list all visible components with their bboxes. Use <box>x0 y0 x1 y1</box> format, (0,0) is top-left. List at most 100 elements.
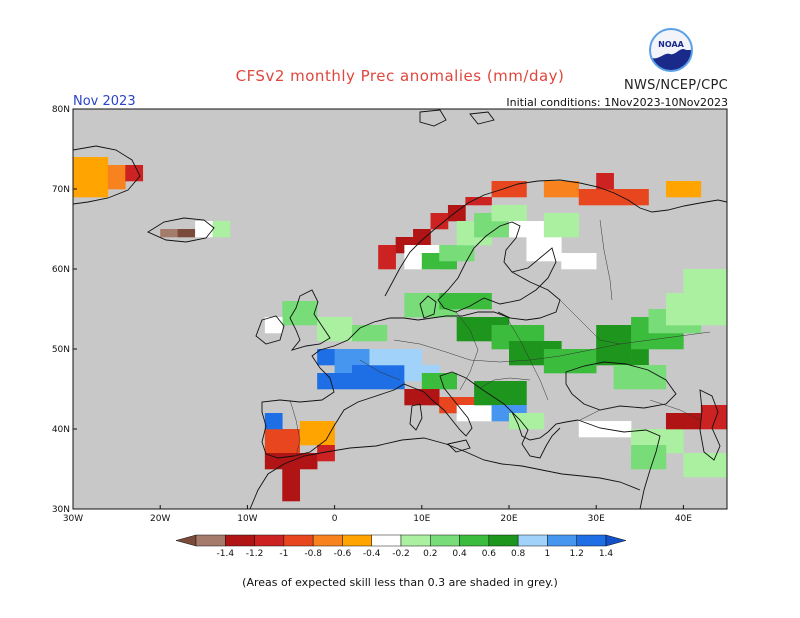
anomaly-cell <box>648 461 658 470</box>
anomaly-cell <box>718 309 727 318</box>
anomaly-cell <box>439 253 449 262</box>
anomaly-cell <box>482 301 492 310</box>
anomaly-cell <box>404 357 414 366</box>
anomaly-cell <box>81 189 91 198</box>
anomaly-cell <box>509 405 519 414</box>
anomaly-cell <box>578 189 588 198</box>
anomaly-cell <box>535 253 545 262</box>
anomaly-cell <box>482 413 492 422</box>
lon-tick-label: 10E <box>413 514 430 524</box>
anomaly-cell <box>439 381 449 390</box>
colorbar-segment <box>576 534 607 547</box>
anomaly-cell <box>631 333 641 342</box>
anomaly-cell <box>282 309 292 318</box>
anomaly-cell <box>700 421 710 430</box>
anomaly-cell <box>421 381 431 390</box>
anomaly-cell <box>700 461 710 470</box>
anomaly-cell <box>622 365 632 374</box>
lon-tick-label: 20W <box>150 514 170 524</box>
anomaly-cell <box>334 349 344 358</box>
anomaly-cell <box>334 381 344 390</box>
anomaly-cell <box>299 309 309 318</box>
anomaly-cell <box>604 173 614 182</box>
coastlines <box>73 109 727 509</box>
anomaly-cell <box>709 285 719 294</box>
agency-label: NWS/NCEP/CPC <box>623 78 728 93</box>
anomaly-cell <box>352 357 362 366</box>
anomaly-cell <box>474 221 484 230</box>
anomaly-cell <box>299 317 309 326</box>
anomaly-cell <box>622 429 632 438</box>
anomaly-cell <box>282 445 292 454</box>
anomaly-cell <box>526 413 536 422</box>
anomaly-cell <box>439 213 449 222</box>
anomaly-cell <box>421 261 431 270</box>
anomaly-cell <box>430 381 440 390</box>
anomaly-cell <box>465 229 475 238</box>
anomaly-cell <box>447 373 457 382</box>
anomaly-cell <box>509 221 519 230</box>
anomaly-cell <box>535 229 545 238</box>
anomaly-cell <box>447 245 457 254</box>
anomaly-cell <box>465 245 475 254</box>
anomaly-cell <box>700 453 710 462</box>
anomaly-cell <box>282 461 292 470</box>
anomaly-cell <box>325 325 335 334</box>
anomaly-cell <box>413 237 423 246</box>
anomaly-cell <box>517 181 527 190</box>
anomaly-cell <box>282 469 292 478</box>
anomaly-cell <box>639 317 649 326</box>
anomaly-cell <box>709 317 719 326</box>
anomaly-cell <box>692 317 702 326</box>
anomaly-cell <box>421 365 431 374</box>
anomaly-cell <box>421 309 431 318</box>
anomaly-cell <box>509 333 519 342</box>
anomaly-cell <box>343 357 353 366</box>
anomaly-cell <box>447 397 457 406</box>
colorbar-tick-label: 1.2 <box>570 549 584 559</box>
anomaly-cell <box>430 397 440 406</box>
anomaly-cell <box>317 333 327 342</box>
anomaly-cell <box>482 213 492 222</box>
anomaly-cell <box>273 445 283 454</box>
anomaly-cell <box>430 389 440 398</box>
anomaly-cell <box>273 317 283 326</box>
anomaly-cell <box>570 357 580 366</box>
anomaly-cell <box>378 261 388 270</box>
anomaly-cell <box>639 341 649 350</box>
anomaly-cell <box>543 341 553 350</box>
colorbar-tick-label: -0.6 <box>334 549 352 559</box>
anomaly-cell <box>465 237 475 246</box>
anomaly-cell <box>692 453 702 462</box>
anomaly-cell <box>718 285 727 294</box>
anomaly-cell <box>386 365 396 374</box>
anomaly-cell <box>99 189 109 198</box>
anomaly-cell <box>73 189 83 198</box>
anomaly-cell <box>657 365 667 374</box>
anomaly-cell <box>90 157 100 166</box>
anomaly-cell <box>299 421 309 430</box>
anomaly-cell <box>404 253 414 262</box>
anomaly-cell <box>456 317 466 326</box>
anomaly-cell <box>404 301 414 310</box>
anomaly-cell <box>317 453 327 462</box>
anomaly-cell <box>517 333 527 342</box>
anomaly-cell <box>543 365 553 374</box>
anomaly-cell <box>561 253 571 262</box>
anomaly-cell <box>648 317 658 326</box>
anomaly-cell <box>99 173 109 182</box>
anomaly-cell <box>360 381 370 390</box>
anomaly-cell <box>622 197 632 206</box>
anomaly-cell <box>509 229 519 238</box>
anomaly-cell <box>395 357 405 366</box>
anomaly-cell <box>456 325 466 334</box>
anomaly-cell <box>386 261 396 270</box>
anomaly-cell <box>631 461 641 470</box>
anomaly-cell <box>360 349 370 358</box>
anomaly-cell <box>465 325 475 334</box>
anomaly-cell <box>317 317 327 326</box>
anomaly-cell <box>395 365 405 374</box>
anomaly-cell <box>456 253 466 262</box>
lat-tick-label: 60N <box>52 265 70 275</box>
anomaly-cell <box>578 421 588 430</box>
